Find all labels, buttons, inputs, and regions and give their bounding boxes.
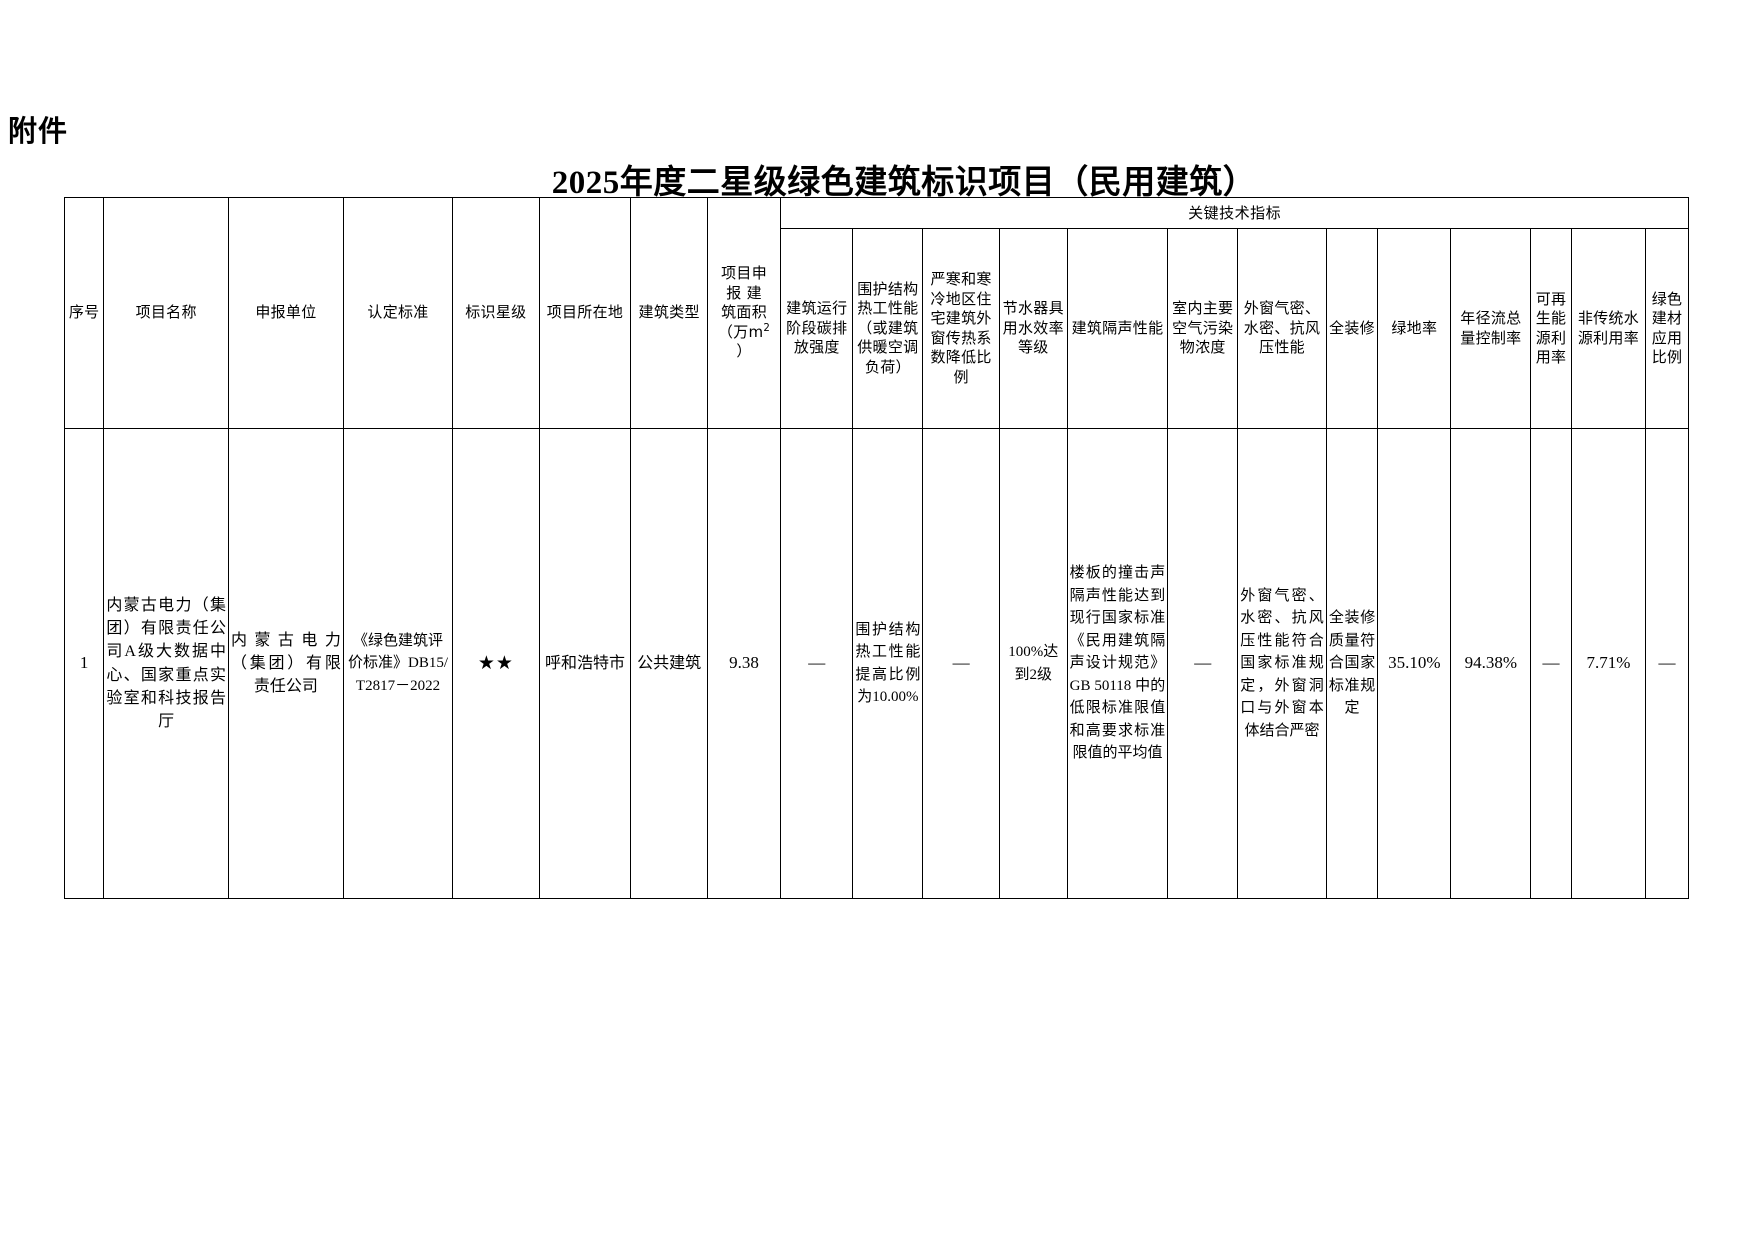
cell-floor-area: 9.38 [706, 428, 782, 899]
col-header-certification-standard: 认定标准 [342, 197, 454, 429]
col-header-non-traditional-water-rate: 非传统水源利用率 [1570, 228, 1647, 429]
col-header-runoff-control-rate: 年径流总量控制率 [1450, 228, 1532, 429]
table-body: 1 内蒙古电力（集团）有限责任公司A级大数据中心、国家重点实验室和科技报告厅 内… [63, 428, 1689, 899]
floor-area-unit-exponent: 2 [763, 322, 771, 334]
cell-project-name: 内蒙古电力（集团）有限责任公司A级大数据中心、国家重点实验室和科技报告厅 [103, 428, 230, 899]
floor-area-line-4: （万m2 [718, 323, 770, 341]
col-header-floor-area: 项目申 报 建 筑面积 （万m2 ） [706, 197, 782, 429]
cell-seq: 1 [63, 428, 105, 899]
cell-envelope-thermal: 围护结构热工性能提高比例为10.00% [852, 428, 924, 899]
cell-building-type: 公共建筑 [630, 428, 708, 899]
col-header-water-fixture-grade: 节水器具用水效率等级 [998, 228, 1068, 429]
cell-star-rating: ★★ [452, 428, 540, 899]
cell-declaring-unit: 内蒙古电力（集团）有限责任公司 [228, 428, 344, 899]
col-header-renewable-energy-rate: 可再生能源利用率 [1530, 228, 1572, 429]
cell-carbon-intensity: — [780, 428, 854, 899]
col-header-group-key-indicators: 关键技术指标 [780, 197, 1689, 229]
cell-runoff-control-rate: 94.38% [1450, 428, 1532, 899]
col-header-building-type: 建筑类型 [630, 197, 708, 429]
cell-window-airtight: 外窗气密、水密、抗风压性能符合国家标准规定，外窗洞口与外窗本体结合严密 [1237, 428, 1327, 899]
cell-green-material-ratio: — [1645, 428, 1689, 899]
col-header-carbon-intensity: 建筑运行阶段碳排放强度 [780, 228, 854, 429]
floor-area-line-1: 项目申 [721, 264, 767, 283]
floor-area-line-3: 筑面积 [721, 303, 767, 322]
floor-area-line-5: ） [736, 342, 752, 361]
cell-renewable-energy-rate: — [1530, 428, 1572, 899]
attachment-label: 附件 [8, 114, 69, 148]
col-header-declaring-unit: 申报单位 [228, 197, 344, 429]
col-header-envelope-thermal: 围护结构热工性能（或建筑供暖空调负荷） [852, 228, 924, 429]
col-header-green-material-ratio: 绿色建材应用比例 [1645, 228, 1689, 429]
col-header-full-decoration: 全装修 [1325, 228, 1379, 429]
col-header-indoor-air-pollutant: 室内主要空气污染物浓度 [1167, 228, 1239, 429]
floor-area-unit-prefix: （万m [717, 322, 764, 341]
cell-full-decoration: 全装修质量符合国家标准规定 [1325, 428, 1379, 899]
cell-sound-insulation: 楼板的撞击声隔声性能达到现行国家标准《民用建筑隔声设计规范》GB 50118 中… [1066, 428, 1169, 899]
col-header-sound-insulation: 建筑隔声性能 [1066, 228, 1169, 429]
table-row: 1 内蒙古电力（集团）有限责任公司A级大数据中心、国家重点实验室和科技报告厅 内… [63, 428, 1689, 899]
table-head: 序号 项目名称 申报单位 认定标准 标识星级 项目所在地 建筑类型 项目申 报 … [63, 197, 1689, 429]
cell-water-fixture-grade: 100%达到2级 [998, 428, 1068, 899]
cell-non-traditional-water-rate: 7.71% [1570, 428, 1647, 899]
col-header-project-name: 项目名称 [103, 197, 230, 429]
col-header-window-heat-transfer: 严寒和寒冷地区住宅建筑外窗传热系数降低比例 [922, 228, 1000, 429]
header-subcolumn-row: 建筑运行阶段碳排放强度 围护结构热工性能（或建筑供暖空调负荷） 严寒和寒冷地区住… [65, 228, 1689, 429]
cell-location: 呼和浩特市 [538, 428, 632, 899]
col-header-seq: 序号 [63, 197, 105, 429]
col-header-window-airtight: 外窗气密、水密、抗风压性能 [1237, 228, 1327, 429]
floor-area-line-2: 报 建 [726, 283, 762, 302]
cell-window-heat-transfer: — [922, 428, 1000, 899]
cell-indoor-air-pollutant: — [1167, 428, 1239, 899]
cell-certification-standard: 《绿色建筑评价标准》DB15/T2817－2022 [342, 428, 454, 899]
col-header-star-rating: 标识星级 [452, 197, 540, 429]
green-building-table: 序号 项目名称 申报单位 认定标准 标识星级 项目所在地 建筑类型 项目申 报 … [63, 197, 1689, 899]
col-header-location: 项目所在地 [538, 197, 632, 429]
col-header-green-area-ratio: 绿地率 [1377, 228, 1452, 429]
page-title: 2025年度二星级绿色建筑标识项目（民用建筑） [551, 165, 1257, 201]
cell-green-area-ratio: 35.10% [1377, 428, 1452, 899]
header-group-row: 序号 项目名称 申报单位 认定标准 标识星级 项目所在地 建筑类型 项目申 报 … [63, 197, 1689, 429]
